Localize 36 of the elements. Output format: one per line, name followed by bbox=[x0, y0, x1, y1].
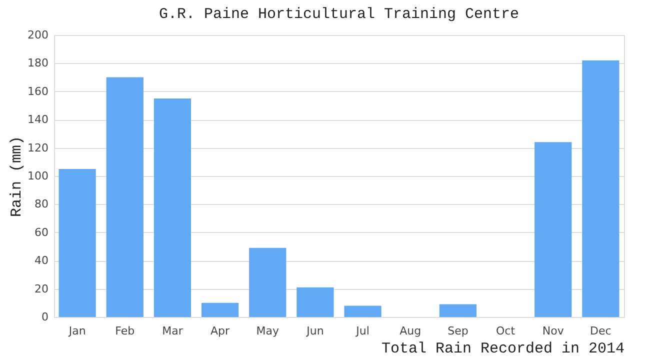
x-tick-label: Sep bbox=[448, 324, 468, 338]
x-tick-label: Mar bbox=[162, 324, 184, 338]
y-axis-title: Rain (mm) bbox=[8, 136, 26, 218]
y-tick-label: 160 bbox=[28, 84, 48, 98]
bar bbox=[106, 77, 144, 317]
bar bbox=[296, 287, 334, 317]
x-tick-label: Aug bbox=[400, 324, 422, 338]
bar bbox=[58, 168, 96, 317]
bar bbox=[249, 248, 286, 317]
y-tick-label: 60 bbox=[34, 226, 48, 239]
x-tick-label: May bbox=[256, 324, 280, 338]
y-tick-label: 120 bbox=[28, 141, 48, 154]
chart-title: G.R. Paine Horticultural Training Centre bbox=[158, 6, 520, 23]
y-tick-label: 80 bbox=[34, 198, 48, 211]
y-tick-label: 140 bbox=[28, 113, 48, 126]
bar bbox=[534, 142, 572, 317]
y-tick-label: 40 bbox=[34, 254, 48, 268]
bar bbox=[201, 302, 239, 317]
x-tick-label: Jan bbox=[68, 324, 86, 338]
x-tick-label: Feb bbox=[115, 324, 135, 338]
bar bbox=[439, 304, 477, 317]
y-tick-label: 180 bbox=[28, 56, 48, 70]
x-axis-title: Total Rain Recorded in 2014 bbox=[381, 340, 624, 358]
x-tick-label: Oct bbox=[496, 324, 516, 338]
y-tick-label: 200 bbox=[28, 28, 48, 42]
bar bbox=[582, 60, 620, 317]
y-tick-label: 0 bbox=[42, 310, 48, 324]
y-tick-label: 20 bbox=[34, 282, 48, 296]
x-tick-label: Jul bbox=[355, 324, 370, 338]
bar bbox=[344, 306, 382, 317]
x-tick-label: Dec bbox=[590, 324, 612, 338]
y-tick-label: 100 bbox=[28, 170, 48, 182]
x-tick-label: Nov bbox=[542, 324, 564, 338]
bar bbox=[154, 98, 192, 317]
x-tick-label: Jun bbox=[306, 324, 324, 338]
x-tick-label: Apr bbox=[210, 324, 230, 338]
